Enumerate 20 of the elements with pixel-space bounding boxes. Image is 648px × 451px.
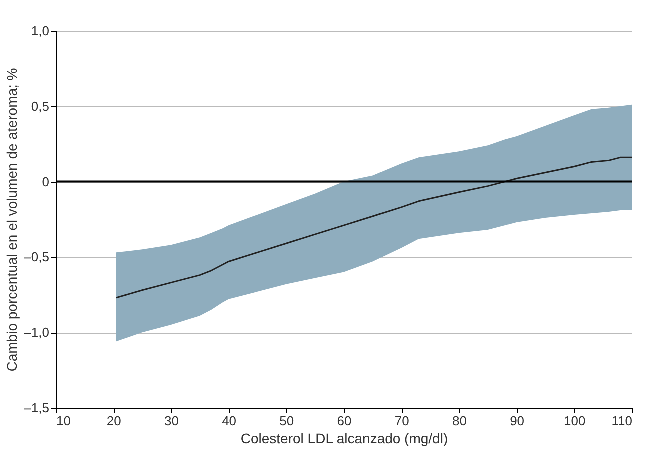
x-tick-label: 110 [612, 414, 632, 428]
x-tick-label: 70 [394, 414, 410, 428]
y-axis-title: Cambio porcentual en el volumen de ateroma; % [4, 68, 20, 372]
x-axis-title: Colesterol LDL alcanzado (mg/dl) [240, 430, 448, 446]
x-tick-label: 80 [452, 414, 467, 428]
y-tick-label: –1,5 [24, 400, 50, 416]
x-tick-label: 100 [564, 414, 586, 428]
x-tick-label: 30 [164, 414, 179, 428]
x-tick-label: 90 [510, 414, 525, 428]
x-tick-label: 20 [106, 414, 122, 428]
x-tick-label: 50 [280, 414, 294, 428]
x-tick-label: 40 [222, 414, 237, 428]
y-tick-label: –0,5 [24, 250, 50, 265]
y-tick-label: 0 [42, 174, 50, 190]
line-series [116, 156, 633, 299]
y-tick-label: 1,0 [31, 24, 50, 38]
x-tick-label: 10 [56, 414, 71, 428]
y-tick-label: 0,5 [31, 98, 50, 114]
y-tick-label: –1,0 [24, 325, 50, 340]
x-tick-label: 60 [337, 414, 352, 428]
